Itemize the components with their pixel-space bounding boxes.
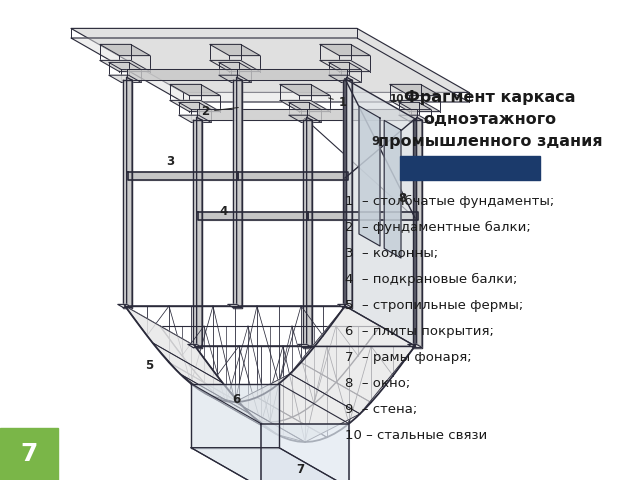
Text: 10: 10 — [390, 94, 404, 104]
Polygon shape — [100, 44, 150, 56]
Polygon shape — [237, 69, 347, 80]
Text: 3: 3 — [166, 155, 174, 168]
Polygon shape — [109, 62, 141, 70]
Text: 7: 7 — [20, 442, 38, 466]
Polygon shape — [237, 77, 242, 308]
Polygon shape — [408, 345, 422, 348]
Text: 5  – стропильные фермы;: 5 – стропильные фермы; — [345, 299, 524, 312]
Polygon shape — [191, 448, 349, 480]
Polygon shape — [290, 306, 415, 414]
Polygon shape — [320, 44, 370, 56]
Text: 7  – рамы фонаря;: 7 – рамы фонаря; — [345, 351, 472, 364]
Polygon shape — [238, 172, 348, 180]
Polygon shape — [298, 345, 312, 348]
Polygon shape — [307, 109, 417, 120]
Polygon shape — [170, 100, 220, 112]
Polygon shape — [188, 345, 202, 348]
Text: 2: 2 — [201, 105, 238, 118]
Polygon shape — [307, 117, 312, 348]
Polygon shape — [128, 172, 238, 180]
Text: 5: 5 — [145, 360, 153, 372]
Polygon shape — [210, 60, 260, 72]
Polygon shape — [100, 60, 150, 72]
Polygon shape — [219, 62, 251, 70]
Polygon shape — [191, 384, 279, 448]
Polygon shape — [384, 120, 401, 258]
Text: 1: 1 — [329, 96, 347, 108]
Polygon shape — [179, 115, 211, 122]
Text: 2  – фундаментные балки;: 2 – фундаментные балки; — [345, 221, 531, 234]
Polygon shape — [308, 212, 418, 220]
Text: 9: 9 — [371, 135, 380, 148]
Polygon shape — [417, 117, 422, 348]
Text: 9  – стена;: 9 – стена; — [345, 403, 417, 416]
Text: Фрагмент каркаса
одноэтажного
промышленного здания: Фрагмент каркаса одноэтажного промышленн… — [378, 90, 602, 149]
Polygon shape — [234, 81, 242, 308]
Polygon shape — [109, 75, 141, 83]
Polygon shape — [347, 77, 352, 308]
Polygon shape — [399, 102, 431, 109]
Text: 4  – подкрановые балки;: 4 – подкрановые балки; — [345, 273, 517, 286]
Polygon shape — [289, 115, 321, 122]
Polygon shape — [127, 69, 237, 80]
Bar — [0, 428, 58, 480]
Polygon shape — [198, 212, 308, 220]
Text: 1  – столбчатые фундаменты;: 1 – столбчатые фундаменты; — [345, 195, 554, 208]
Polygon shape — [180, 374, 278, 435]
Polygon shape — [193, 120, 202, 348]
Polygon shape — [228, 304, 242, 308]
Polygon shape — [118, 304, 132, 308]
Polygon shape — [127, 77, 132, 308]
Polygon shape — [235, 374, 360, 442]
Text: 8: 8 — [398, 192, 406, 205]
Polygon shape — [320, 60, 370, 72]
Text: 6  – плиты покрытия;: 6 – плиты покрытия; — [345, 325, 494, 338]
Polygon shape — [280, 100, 330, 112]
Polygon shape — [359, 106, 380, 246]
Text: 7: 7 — [296, 463, 304, 476]
Polygon shape — [280, 84, 330, 96]
Polygon shape — [390, 100, 440, 112]
Polygon shape — [207, 395, 305, 442]
Polygon shape — [152, 343, 250, 414]
Polygon shape — [125, 306, 223, 383]
Polygon shape — [71, 38, 469, 102]
Polygon shape — [390, 84, 440, 96]
Polygon shape — [170, 84, 220, 96]
Polygon shape — [261, 424, 349, 480]
Polygon shape — [179, 102, 211, 109]
Polygon shape — [210, 44, 260, 56]
Polygon shape — [124, 81, 132, 308]
Polygon shape — [399, 115, 431, 122]
Polygon shape — [196, 117, 202, 348]
Text: 4: 4 — [219, 205, 227, 218]
Polygon shape — [413, 120, 422, 348]
Polygon shape — [345, 79, 415, 346]
Text: 6: 6 — [232, 393, 240, 406]
Polygon shape — [71, 28, 469, 92]
Polygon shape — [197, 109, 307, 120]
Bar — [400, 156, 540, 180]
Polygon shape — [303, 120, 312, 348]
Polygon shape — [329, 62, 361, 70]
Polygon shape — [289, 102, 321, 109]
Polygon shape — [219, 75, 251, 83]
Polygon shape — [329, 75, 361, 83]
Text: 10 – стальные связи: 10 – стальные связи — [345, 429, 487, 442]
Text: 8  – окно;: 8 – окно; — [345, 377, 410, 390]
Polygon shape — [338, 304, 352, 308]
Text: 3  – колонны;: 3 – колонны; — [345, 247, 438, 260]
Polygon shape — [344, 81, 352, 308]
